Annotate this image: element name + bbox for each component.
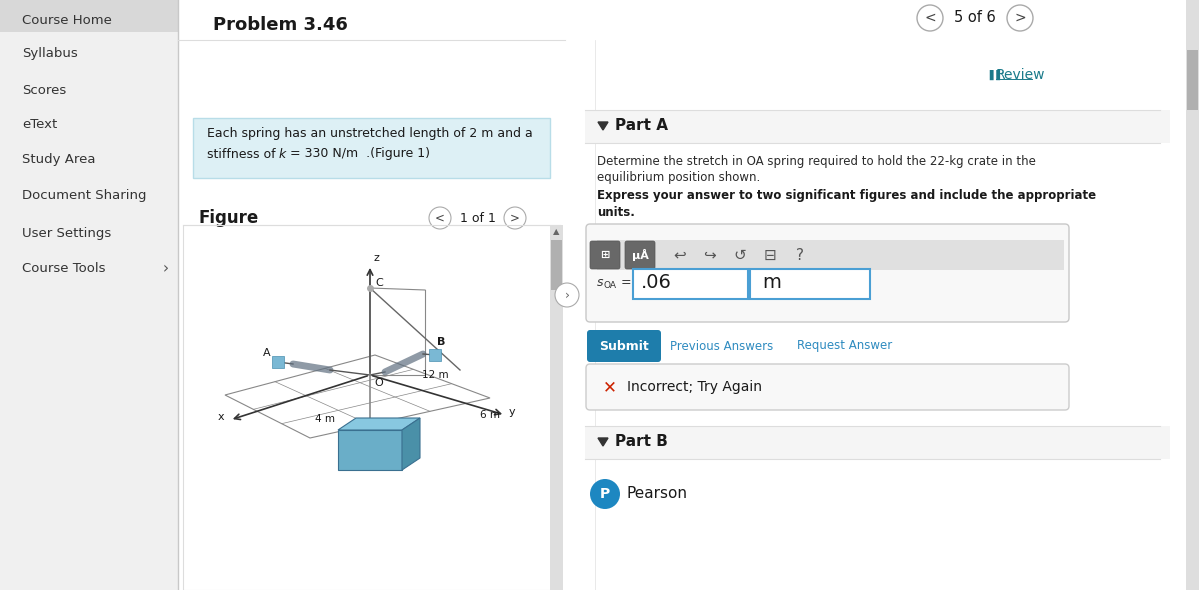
Text: 4 m: 4 m bbox=[314, 414, 335, 424]
Text: Express your answer to two significant figures and include the appropriate: Express your answer to two significant f… bbox=[598, 189, 1096, 202]
Text: ↪: ↪ bbox=[703, 247, 716, 263]
Text: Each spring has an unstretched length of 2 m and a: Each spring has an unstretched length of… bbox=[208, 127, 533, 140]
Text: 6 m: 6 m bbox=[480, 410, 500, 420]
Text: ▐▐: ▐▐ bbox=[985, 70, 1000, 80]
FancyBboxPatch shape bbox=[193, 118, 550, 178]
Text: >: > bbox=[510, 211, 520, 225]
Text: A: A bbox=[263, 348, 271, 358]
Text: P: P bbox=[600, 487, 610, 501]
Text: ↩: ↩ bbox=[673, 247, 686, 263]
Text: ›: › bbox=[564, 289, 570, 301]
Text: x: x bbox=[218, 412, 224, 422]
Text: Course Tools: Course Tools bbox=[22, 263, 106, 276]
Circle shape bbox=[917, 5, 943, 31]
Text: OA: OA bbox=[604, 281, 617, 290]
Text: ✕: ✕ bbox=[604, 378, 617, 396]
Text: Scores: Scores bbox=[22, 84, 66, 97]
Text: ?: ? bbox=[796, 247, 804, 263]
Text: =: = bbox=[622, 277, 631, 290]
Polygon shape bbox=[598, 122, 608, 130]
Text: ↺: ↺ bbox=[733, 247, 746, 263]
Text: = 330 N/m  .(Figure 1): = 330 N/m .(Figure 1) bbox=[286, 148, 430, 160]
Polygon shape bbox=[338, 430, 402, 470]
FancyBboxPatch shape bbox=[0, 0, 178, 590]
Text: Submit: Submit bbox=[599, 339, 649, 352]
FancyBboxPatch shape bbox=[1186, 0, 1199, 590]
Text: Part A: Part A bbox=[616, 119, 668, 133]
FancyBboxPatch shape bbox=[625, 241, 655, 269]
Text: O: O bbox=[374, 378, 383, 388]
Text: Syllabus: Syllabus bbox=[22, 48, 78, 61]
Text: Incorrect; Try Again: Incorrect; Try Again bbox=[628, 380, 762, 394]
Text: stiffness of: stiffness of bbox=[208, 148, 280, 160]
FancyBboxPatch shape bbox=[0, 0, 178, 32]
FancyBboxPatch shape bbox=[575, 0, 1180, 590]
FancyBboxPatch shape bbox=[598, 240, 1064, 270]
FancyBboxPatch shape bbox=[586, 110, 1170, 143]
Text: ▲: ▲ bbox=[553, 228, 559, 237]
Text: 12 m: 12 m bbox=[422, 370, 449, 380]
Text: Review: Review bbox=[996, 68, 1045, 82]
Text: eText: eText bbox=[22, 119, 58, 132]
FancyBboxPatch shape bbox=[551, 240, 562, 290]
Text: Pearson: Pearson bbox=[628, 487, 688, 502]
Text: ⊟: ⊟ bbox=[763, 247, 776, 263]
Text: Figure: Figure bbox=[198, 209, 258, 227]
FancyBboxPatch shape bbox=[590, 241, 620, 269]
Circle shape bbox=[1007, 5, 1033, 31]
Text: Previous Answers: Previous Answers bbox=[670, 339, 773, 352]
Polygon shape bbox=[598, 438, 608, 446]
FancyBboxPatch shape bbox=[586, 426, 1170, 459]
FancyBboxPatch shape bbox=[750, 269, 870, 299]
Circle shape bbox=[590, 479, 620, 509]
Text: B: B bbox=[437, 337, 445, 347]
FancyBboxPatch shape bbox=[634, 269, 748, 299]
Text: C: C bbox=[374, 278, 383, 288]
FancyBboxPatch shape bbox=[586, 364, 1069, 410]
Text: 1 of 1: 1 of 1 bbox=[460, 211, 496, 225]
Text: z: z bbox=[373, 253, 379, 263]
Text: equilibrium position shown.: equilibrium position shown. bbox=[598, 171, 761, 183]
Text: μÅ: μÅ bbox=[631, 249, 648, 261]
Text: >: > bbox=[1014, 11, 1026, 25]
Text: ›: › bbox=[163, 261, 169, 277]
Text: Course Home: Course Home bbox=[22, 14, 112, 27]
Circle shape bbox=[554, 283, 580, 307]
Text: .06: .06 bbox=[641, 274, 672, 293]
Text: units.: units. bbox=[598, 205, 635, 218]
Text: s: s bbox=[598, 277, 604, 290]
Text: k: k bbox=[278, 148, 287, 160]
Text: Part B: Part B bbox=[616, 434, 668, 450]
Circle shape bbox=[430, 207, 451, 229]
Text: m: m bbox=[762, 274, 781, 293]
FancyBboxPatch shape bbox=[550, 225, 563, 590]
Polygon shape bbox=[338, 418, 420, 430]
Text: Study Area: Study Area bbox=[22, 153, 96, 166]
Text: Document Sharing: Document Sharing bbox=[22, 189, 146, 202]
Circle shape bbox=[504, 207, 526, 229]
Text: y: y bbox=[509, 407, 516, 417]
FancyBboxPatch shape bbox=[587, 330, 661, 362]
FancyBboxPatch shape bbox=[1187, 50, 1198, 110]
FancyBboxPatch shape bbox=[182, 225, 560, 590]
FancyBboxPatch shape bbox=[178, 40, 575, 590]
Text: Request Answer: Request Answer bbox=[797, 339, 893, 352]
Text: <: < bbox=[436, 211, 445, 225]
Text: User Settings: User Settings bbox=[22, 227, 112, 240]
Text: Determine the stretch in OA spring required to hold the 22-kg crate in the: Determine the stretch in OA spring requi… bbox=[598, 155, 1036, 168]
Text: ⊞: ⊞ bbox=[600, 250, 610, 260]
Text: 5 of 6: 5 of 6 bbox=[954, 11, 996, 25]
FancyBboxPatch shape bbox=[178, 0, 1200, 40]
Text: <: < bbox=[924, 11, 936, 25]
Text: Problem 3.46: Problem 3.46 bbox=[214, 16, 348, 34]
FancyBboxPatch shape bbox=[586, 224, 1069, 322]
Polygon shape bbox=[402, 418, 420, 470]
